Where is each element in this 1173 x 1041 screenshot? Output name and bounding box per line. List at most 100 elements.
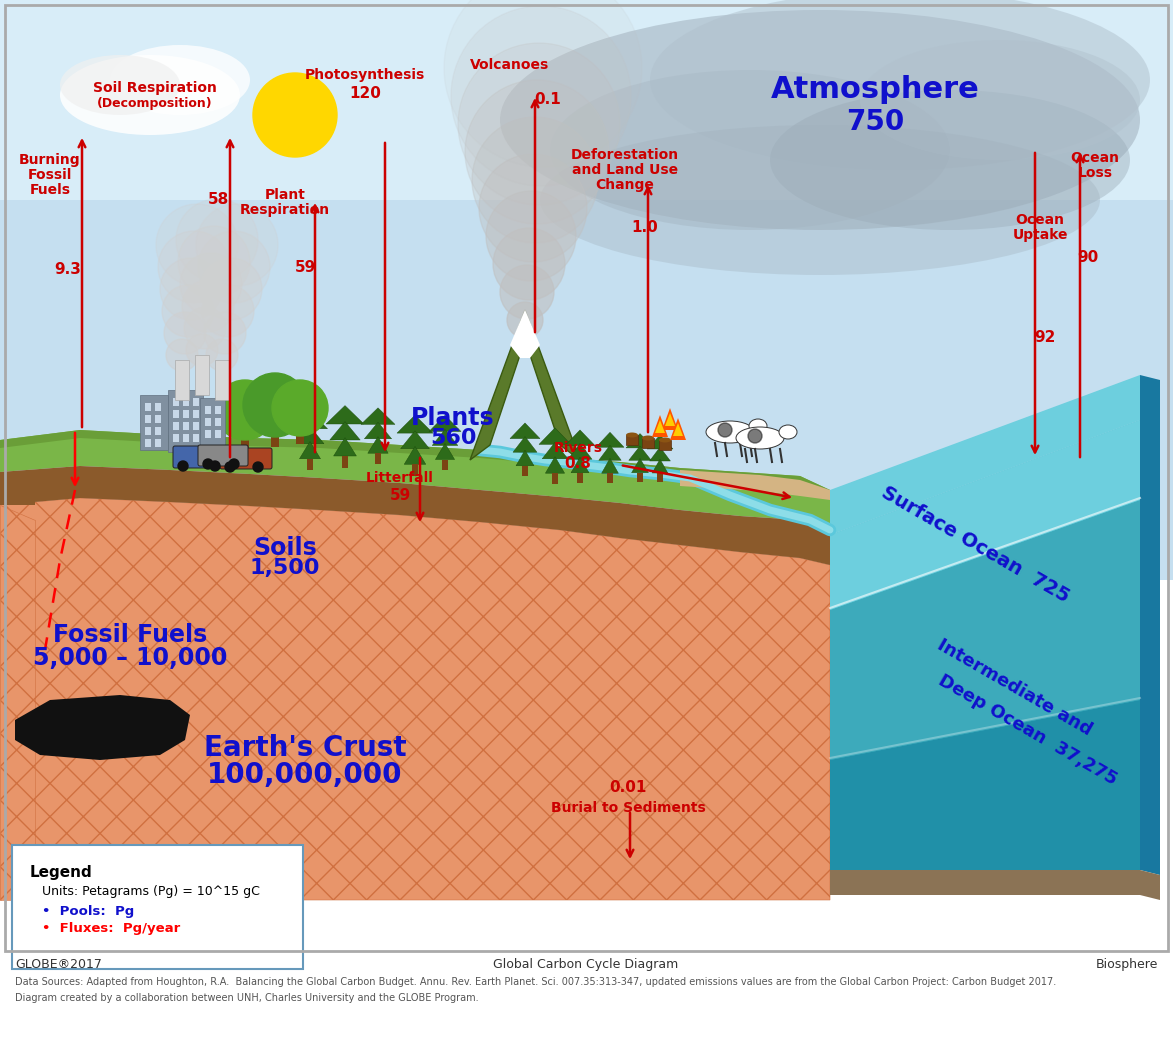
- Text: Change: Change: [596, 178, 655, 192]
- Circle shape: [493, 228, 565, 300]
- Bar: [145, 439, 151, 447]
- Circle shape: [158, 231, 230, 303]
- Polygon shape: [516, 450, 534, 465]
- Circle shape: [178, 461, 188, 471]
- Circle shape: [215, 380, 274, 440]
- Bar: [307, 459, 313, 469]
- Circle shape: [203, 459, 213, 469]
- Circle shape: [500, 265, 554, 319]
- Text: Biosphere: Biosphere: [1096, 958, 1158, 971]
- Ellipse shape: [642, 435, 655, 440]
- FancyBboxPatch shape: [198, 445, 248, 466]
- Polygon shape: [368, 436, 388, 453]
- Polygon shape: [626, 434, 655, 448]
- Bar: [155, 415, 161, 423]
- Text: 0.8: 0.8: [564, 456, 591, 471]
- FancyBboxPatch shape: [172, 446, 229, 468]
- Polygon shape: [673, 423, 683, 436]
- Circle shape: [445, 0, 642, 167]
- Polygon shape: [680, 469, 830, 500]
- Polygon shape: [0, 430, 830, 530]
- Bar: [155, 403, 161, 411]
- Text: 59: 59: [294, 260, 316, 276]
- Polygon shape: [670, 418, 686, 440]
- Text: Fuels: Fuels: [29, 183, 70, 197]
- Text: Uptake: Uptake: [1012, 228, 1067, 242]
- Text: GLOBE®2017: GLOBE®2017: [15, 958, 102, 971]
- Polygon shape: [405, 447, 426, 464]
- Polygon shape: [652, 415, 667, 437]
- Text: 100,000,000: 100,000,000: [208, 761, 402, 789]
- Circle shape: [472, 117, 598, 243]
- Polygon shape: [0, 472, 35, 505]
- Bar: [522, 465, 528, 476]
- Circle shape: [486, 191, 576, 281]
- Bar: [194, 422, 199, 430]
- Ellipse shape: [769, 90, 1130, 230]
- Circle shape: [229, 459, 239, 469]
- Bar: [195, 355, 209, 395]
- Ellipse shape: [550, 70, 950, 230]
- Text: Legend: Legend: [30, 865, 93, 880]
- Bar: [155, 439, 161, 447]
- Polygon shape: [401, 431, 429, 449]
- Text: 92: 92: [1035, 330, 1056, 346]
- Ellipse shape: [650, 0, 1150, 170]
- Bar: [343, 456, 348, 468]
- Text: Units: Petagrams (Pg) = 10^15 gC: Units: Petagrams (Pg) = 10^15 gC: [42, 885, 260, 898]
- Bar: [172, 434, 179, 442]
- Text: Ocean: Ocean: [1071, 151, 1119, 166]
- Bar: [194, 398, 199, 406]
- Text: Plant: Plant: [265, 188, 305, 202]
- Text: •  Pools:  Pg: • Pools: Pg: [42, 905, 134, 918]
- Polygon shape: [0, 466, 830, 565]
- Polygon shape: [510, 310, 540, 358]
- Circle shape: [479, 154, 586, 262]
- FancyBboxPatch shape: [221, 448, 272, 469]
- Polygon shape: [1140, 375, 1160, 875]
- Bar: [168, 390, 203, 452]
- Text: 5,000 – 10,000: 5,000 – 10,000: [33, 646, 228, 670]
- Bar: [215, 360, 229, 400]
- Text: (Decomposition): (Decomposition): [97, 97, 212, 109]
- Text: 560: 560: [429, 428, 476, 448]
- Text: 58: 58: [208, 193, 229, 207]
- Ellipse shape: [779, 425, 796, 439]
- Bar: [145, 415, 151, 423]
- Text: Photosynthesis: Photosynthesis: [305, 68, 425, 82]
- Circle shape: [465, 80, 609, 224]
- Text: Respiration: Respiration: [240, 203, 330, 217]
- Polygon shape: [432, 429, 457, 446]
- Bar: [183, 434, 189, 442]
- Text: 9.3: 9.3: [55, 262, 81, 278]
- Bar: [442, 459, 448, 469]
- Ellipse shape: [110, 45, 250, 115]
- Polygon shape: [429, 415, 461, 432]
- Polygon shape: [830, 500, 1140, 760]
- Text: Burning: Burning: [19, 153, 81, 167]
- Circle shape: [243, 373, 307, 437]
- Polygon shape: [830, 700, 1140, 870]
- Bar: [145, 427, 151, 435]
- Polygon shape: [292, 411, 327, 429]
- Ellipse shape: [540, 125, 1100, 275]
- Text: Fossil: Fossil: [28, 168, 73, 182]
- Polygon shape: [631, 458, 649, 473]
- Ellipse shape: [60, 55, 240, 135]
- Ellipse shape: [860, 40, 1140, 160]
- Polygon shape: [830, 375, 1140, 535]
- Text: Rivers: Rivers: [554, 441, 603, 455]
- Polygon shape: [396, 415, 433, 433]
- Polygon shape: [830, 420, 1140, 610]
- Ellipse shape: [706, 421, 754, 443]
- Circle shape: [187, 334, 218, 366]
- Text: 0.1: 0.1: [535, 93, 562, 107]
- Polygon shape: [565, 430, 595, 446]
- Bar: [205, 418, 211, 426]
- Text: Volcanoes: Volcanoes: [470, 58, 550, 72]
- Bar: [183, 422, 189, 430]
- Polygon shape: [333, 437, 357, 456]
- Bar: [271, 428, 279, 447]
- Bar: [183, 398, 189, 406]
- Text: 59: 59: [389, 487, 411, 503]
